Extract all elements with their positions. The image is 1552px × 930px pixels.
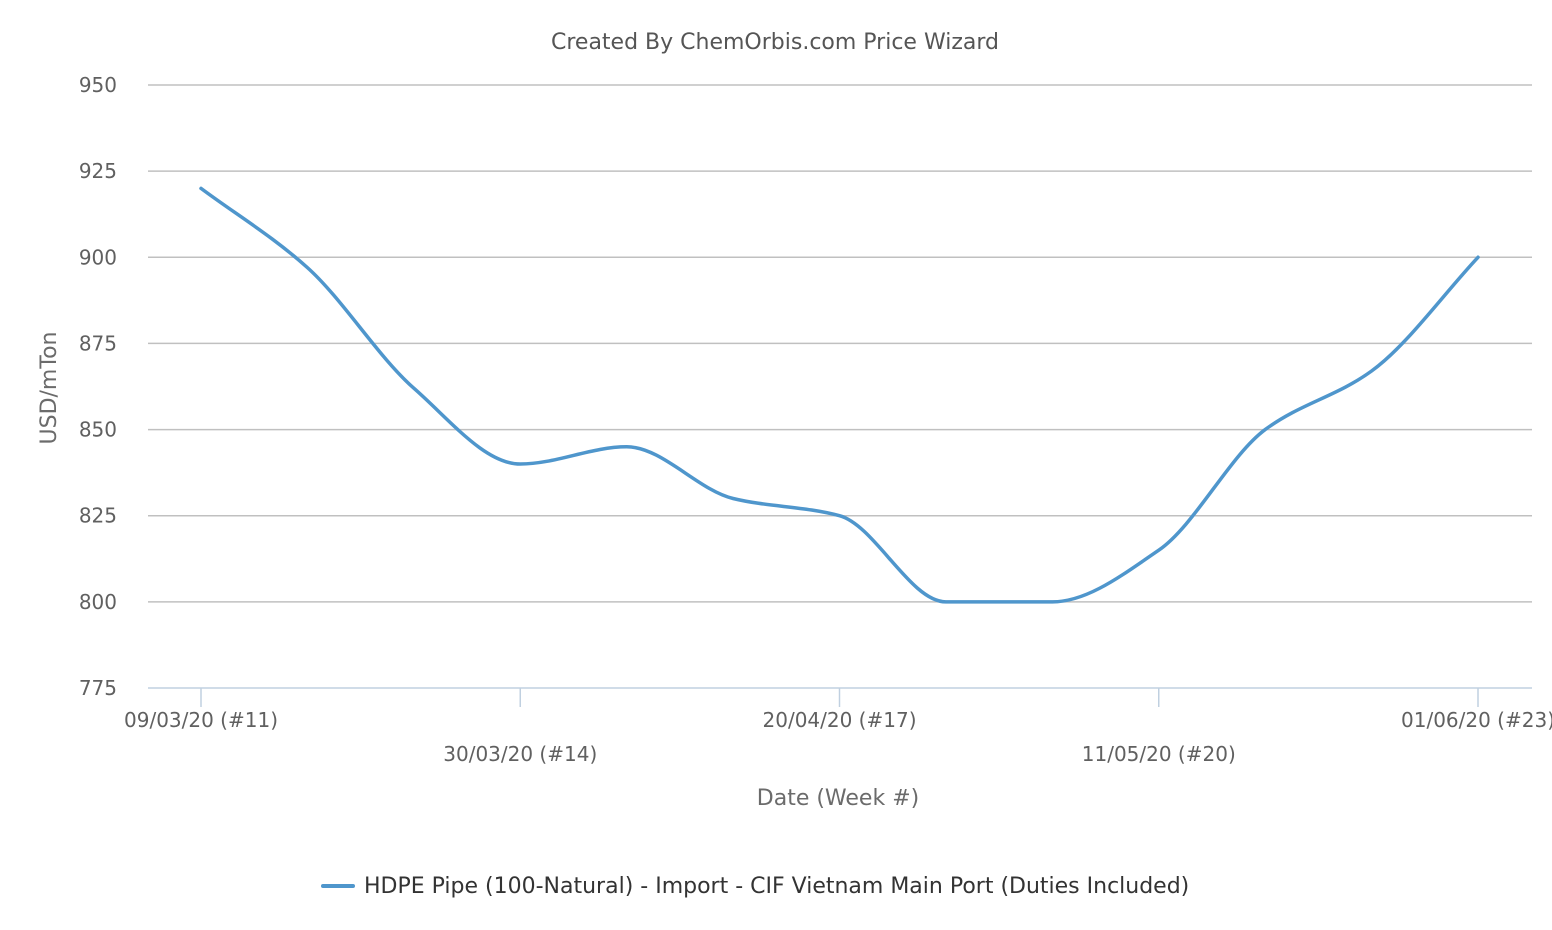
y-tick-label: 925 [79,159,117,183]
x-tick-label: 20/04/20 (#17) [763,708,917,732]
x-axis-title: Date (Week #) [757,786,919,811]
y-tick-label: 875 [79,331,117,355]
y-tick-label: 900 [79,245,117,269]
x-tick-label: 09/03/20 (#11) [124,708,278,732]
x-tick-label: 30/03/20 (#14) [443,742,597,766]
y-axis-tick-labels: 950 925 900 875 850 825 800 775 [79,73,117,700]
series-line[interactable] [199,186,1480,604]
x-tick-label: 11/05/20 (#20) [1082,742,1236,766]
y-tick-label: 950 [79,73,117,97]
legend-label: HDPE Pipe (100-Natural) - Import - CIF V… [364,874,1189,899]
chart-title: Created By ChemOrbis.com Price Wizard [551,30,999,55]
series-layer [199,186,1480,604]
y-tick-label: 825 [79,504,117,528]
x-axis-ticks: 09/03/20 (#11) 30/03/20 (#14) 20/04/20 (#1… [124,688,1552,766]
legend[interactable]: HDPE Pipe (100-Natural) - Import - CIF V… [321,874,1189,899]
x-tick-label: 01/06/20 (#23) [1401,708,1552,732]
y-tick-label: 800 [79,590,117,614]
y-tick-label: 850 [79,418,117,442]
gridlines [148,84,1532,603]
y-tick-label: 775 [79,676,117,700]
y-axis-title: USD/mTon [37,332,62,445]
